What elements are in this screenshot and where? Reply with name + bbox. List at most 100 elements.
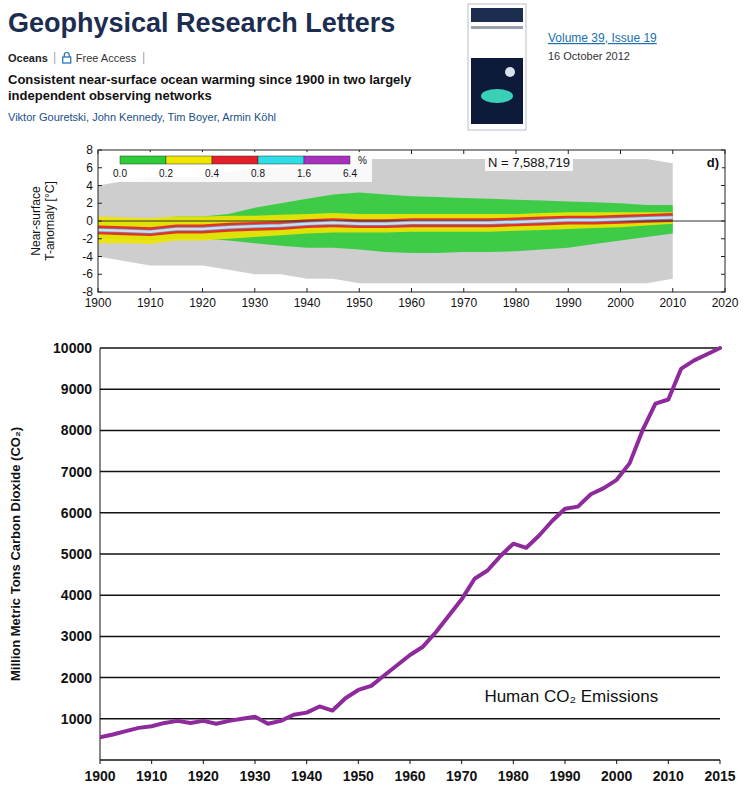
x-tick-label: 2000 xyxy=(601,768,632,784)
y-tick-label: 1000 xyxy=(61,711,92,727)
y-tick-label: -2 xyxy=(82,232,93,246)
y-tick-label: 8 xyxy=(86,143,93,157)
x-tick-label: 1960 xyxy=(398,296,425,310)
grid-line xyxy=(100,636,720,638)
x-tick xyxy=(620,288,621,292)
y-tick-label: 7000 xyxy=(61,464,92,480)
y-axis-title: Million Metric Tons Carbon Dioxide (CO₂) xyxy=(8,427,23,681)
y-tick xyxy=(98,167,102,168)
band xyxy=(98,212,673,244)
y-tick-label: 6 xyxy=(86,161,93,175)
access: Free Access xyxy=(76,52,137,64)
y-tick xyxy=(721,238,725,239)
y-tick-label: -4 xyxy=(82,250,93,264)
y-axis-title: Near-surfaceT-anomaly [°C] xyxy=(29,181,57,261)
x-tick xyxy=(620,150,621,154)
lock-icon xyxy=(63,57,71,63)
cover-image xyxy=(505,67,515,77)
paper-title: Consistent near-surface ocean warming si… xyxy=(8,72,412,103)
page: Geophysical Research LettersOceansFree A… xyxy=(0,0,752,793)
emissions-chart: 1000200030004000500060007000800090001000… xyxy=(8,340,736,784)
x-tick-label: 1980 xyxy=(503,296,530,310)
x-tick xyxy=(100,760,101,764)
section: Oceans xyxy=(8,52,48,64)
paper-title-line: Consistent near-surface ocean warming si… xyxy=(8,72,412,87)
x-tick-label: 1930 xyxy=(241,296,268,310)
y-tick-label: 9000 xyxy=(61,381,92,397)
y-tick-label: 4000 xyxy=(61,587,92,603)
plot-frame xyxy=(98,150,725,292)
x-tick-label: 2000 xyxy=(607,296,634,310)
band xyxy=(98,213,673,236)
annotation-background xyxy=(485,154,573,171)
x-tick xyxy=(307,288,308,292)
x-tick xyxy=(150,288,151,292)
y-tick xyxy=(721,292,725,293)
grid-line xyxy=(100,347,720,349)
y-axis-title-line: Near-surface xyxy=(29,186,43,256)
x-tick xyxy=(203,760,204,764)
y-tick xyxy=(721,221,725,222)
cover-image xyxy=(481,89,513,103)
colorbar-label: 6.4 xyxy=(343,168,357,179)
cover-band xyxy=(471,8,523,22)
cover-band xyxy=(471,26,523,29)
x-tick xyxy=(672,288,673,292)
x-tick-label: 1900 xyxy=(84,768,115,784)
grid-line xyxy=(100,677,720,679)
x-tick xyxy=(720,760,721,764)
y-tick-label: 10000 xyxy=(53,340,92,356)
y-tick-label: 4 xyxy=(86,179,93,193)
x-tick xyxy=(516,288,517,292)
x-tick xyxy=(151,760,152,764)
x-tick-label: 1920 xyxy=(188,768,219,784)
x-tick-label: 1950 xyxy=(346,296,373,310)
background xyxy=(0,0,752,793)
y-tick-label: -6 xyxy=(82,267,93,281)
colorbar-label: 0.0 xyxy=(113,168,127,179)
plot-area xyxy=(100,348,720,737)
x-tick xyxy=(255,760,256,764)
x-tick xyxy=(98,150,99,154)
y-tick-label: 0 xyxy=(86,214,93,228)
x-tick-label: 1940 xyxy=(291,768,322,784)
y-tick xyxy=(98,238,102,239)
grid-line xyxy=(100,471,720,473)
colorbar-label: 0.8 xyxy=(251,168,265,179)
y-tick xyxy=(98,203,102,204)
y-tick-label: 3000 xyxy=(61,628,92,644)
y-tick xyxy=(98,185,102,186)
y-tick-label: -8 xyxy=(82,285,93,299)
y-tick xyxy=(98,274,102,275)
grid-line xyxy=(100,553,720,555)
y-tick xyxy=(721,274,725,275)
y-axis-line xyxy=(100,348,101,760)
colorbar-background xyxy=(112,152,372,182)
x-tick xyxy=(463,288,464,292)
x-tick xyxy=(616,760,617,764)
y-tick-label: 2 xyxy=(86,196,93,210)
x-tick-label: 1950 xyxy=(343,768,374,784)
y-tick-label: 6000 xyxy=(61,505,92,521)
x-tick-label: 2015 xyxy=(704,768,735,784)
temperature-chart: 1900191019201930194019501960197019801990… xyxy=(29,143,739,310)
series-annotation: Human CO₂ Emissions xyxy=(484,687,658,706)
x-tick xyxy=(202,288,203,292)
y-tick xyxy=(98,256,102,257)
separator xyxy=(143,52,144,64)
x-tick xyxy=(513,760,514,764)
mean-line-outline xyxy=(98,217,673,231)
x-tick-label: 1930 xyxy=(239,768,270,784)
x-tick-label: 1970 xyxy=(450,296,477,310)
x-tick-label: 2020 xyxy=(712,296,739,310)
x-tick xyxy=(568,150,569,154)
x-tick xyxy=(358,760,359,764)
colorbar-segment xyxy=(258,156,304,164)
emissions-line xyxy=(100,348,720,737)
y-tick-label: 2000 xyxy=(61,670,92,686)
cover-image xyxy=(471,58,523,124)
annotation-background xyxy=(704,154,722,171)
x-tick xyxy=(725,288,726,292)
x-tick xyxy=(410,760,411,764)
colorbar-label: 0.2 xyxy=(159,168,173,179)
